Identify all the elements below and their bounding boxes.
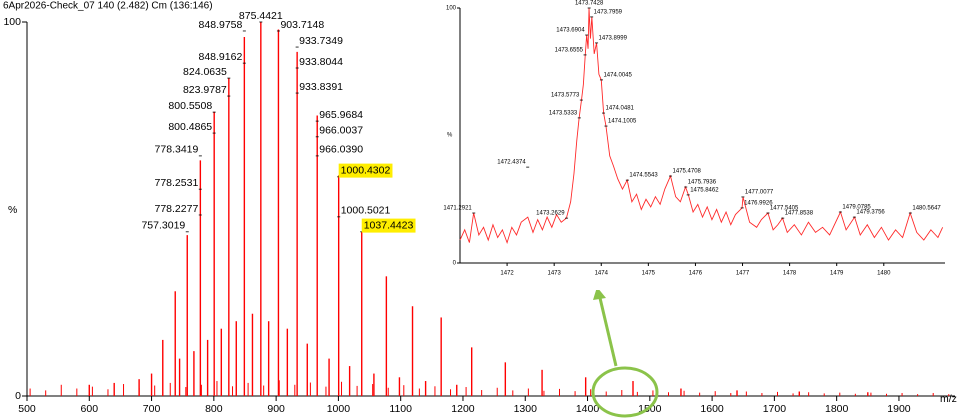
- main-spectrum: 6Apr2026-Check_07 140 (2.482) Cm (136:14…: [3, 1, 957, 415]
- zoom-arrow-head: [593, 287, 606, 300]
- x-tick-label: 1100: [389, 403, 412, 415]
- y-axis-label: %: [8, 204, 17, 216]
- inset-spectrum: % 1472 1473 1474 1475 1476 1477 1478 1479 1480 0 1…: [440, 0, 958, 290]
- peak-label: 1476.9926: [744, 200, 773, 206]
- label-highlight: [361, 218, 416, 233]
- peak-label: 1474.5543: [629, 173, 658, 179]
- peak-label: 1474.0481: [606, 106, 635, 112]
- peak-label: 1477.5405: [770, 206, 799, 212]
- peak-label: 1471.2921: [443, 206, 472, 212]
- peak-label: 757.3019: [141, 220, 185, 232]
- x-tick-label: 500: [18, 403, 36, 415]
- peak-label: 1472.4374: [497, 160, 526, 166]
- x-tick-label: 1200: [451, 403, 475, 415]
- zoom-arrow: [598, 297, 618, 367]
- peak-label: 1473.5773: [551, 93, 580, 99]
- peak-label: 1037.4423: [364, 220, 414, 232]
- peak-label: 1475.4708: [673, 169, 702, 175]
- zoom-circle: [591, 366, 659, 418]
- peak-label: 1473.7959: [594, 10, 623, 16]
- peak-label: 1473.6555: [555, 47, 584, 53]
- peak-label: 1473.8999: [599, 36, 628, 42]
- peak-label: 848.9758: [199, 19, 243, 31]
- peak-label: 1474.1005: [608, 119, 637, 125]
- peak-label: 800.5508: [168, 100, 212, 112]
- peak-label: 966.0037: [319, 125, 363, 137]
- x-tick-label: 1000: [327, 403, 351, 415]
- peak-label: 823.9787: [183, 84, 227, 96]
- peak-label: 1475.8462: [690, 187, 719, 193]
- x-tick-label: 1473: [547, 271, 561, 277]
- peak-label: 1000.5021: [341, 205, 391, 217]
- peak-label: 1475.7936: [688, 180, 717, 186]
- x-tick-label: 1476: [689, 271, 703, 277]
- y-tick-label: 100: [446, 6, 457, 12]
- x-tick-label: 1477: [736, 271, 750, 277]
- peak-label: 1473.5333: [549, 110, 578, 116]
- x-tick-label: 700: [143, 403, 161, 415]
- x-tick-label: 600: [81, 403, 99, 415]
- peak-label: 875.4421: [239, 10, 283, 22]
- x-tick-label: 1475: [642, 271, 656, 277]
- label-highlight: [338, 163, 393, 178]
- x-tick-label: 1300: [514, 403, 538, 415]
- peak-label: 1479.0785: [842, 205, 871, 211]
- peak-label: 1479.3756: [856, 210, 885, 216]
- peak-label: 1480.5647: [912, 206, 941, 212]
- x-tick-label: 900: [267, 403, 285, 415]
- profile-line: [459, 7, 944, 245]
- y-tick-label: 0: [453, 261, 457, 267]
- peak-label: 800.4865: [168, 121, 212, 133]
- x-tick-label: 1479: [830, 271, 844, 277]
- peak-label: 1477.0077: [745, 190, 774, 196]
- peak-label: 1477.8538: [785, 211, 814, 217]
- peak-label: 778.3419: [155, 144, 199, 156]
- peak-label: 966.0390: [319, 144, 363, 156]
- y-tick-label: 100: [3, 16, 21, 28]
- x-tick-label: 1474: [595, 271, 609, 277]
- inset-background: [440, 0, 958, 290]
- x-tick-label: 1400: [576, 403, 600, 415]
- peak-label: 933.8044: [299, 56, 343, 68]
- x-tick-label: 1600: [700, 403, 724, 415]
- x-tick-label: 1800: [825, 403, 849, 415]
- peak-label: 1474.0045: [603, 72, 632, 78]
- x-tick-label: 1480: [877, 271, 891, 277]
- peak-label: 1473.2629: [536, 211, 565, 217]
- peak-label: 933.7349: [299, 35, 343, 47]
- peak-label: 1000.4302: [341, 165, 391, 177]
- peak-label: 965.9684: [319, 109, 363, 121]
- peak-label: 778.2277: [154, 203, 198, 215]
- x-tick-label: 800: [205, 403, 223, 415]
- peak-label: 848.9162: [199, 51, 243, 63]
- peak-label: 903.7148: [280, 19, 324, 31]
- peak-label: 1473.7428: [575, 1, 604, 7]
- x-tick-label: 1900: [887, 403, 911, 415]
- peak-label: 778.2531: [155, 177, 199, 189]
- x-tick-label: 1700: [763, 403, 787, 415]
- y-tick-label: 0: [15, 390, 21, 402]
- peak-label: 933.8391: [299, 81, 343, 93]
- peak-label: 1473.6904: [556, 28, 585, 34]
- x-tick-label: 1472: [500, 271, 514, 277]
- x-tick-label: 1478: [783, 271, 797, 277]
- chart-title: 6Apr2026-Check_07 140 (2.482) Cm (136:14…: [3, 1, 213, 12]
- y-axis-label: %: [447, 133, 453, 139]
- peak-label: 824.0635: [183, 66, 227, 78]
